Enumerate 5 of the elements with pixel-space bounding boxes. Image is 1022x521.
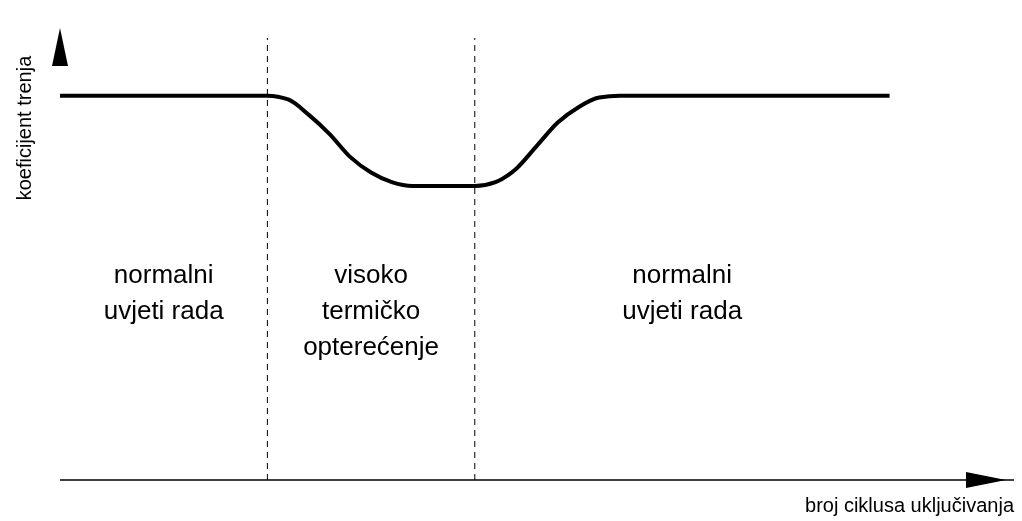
x-axis-title: broj ciklusa uključivanja — [805, 494, 1014, 517]
annotation: normalni uvjeti rada — [102, 258, 225, 327]
annotation: normalni uvjeti rada — [621, 258, 744, 327]
y-axis-title: koeficijent trenja — [12, 55, 36, 201]
annotation: visoko termičko opterećenje — [302, 258, 441, 363]
